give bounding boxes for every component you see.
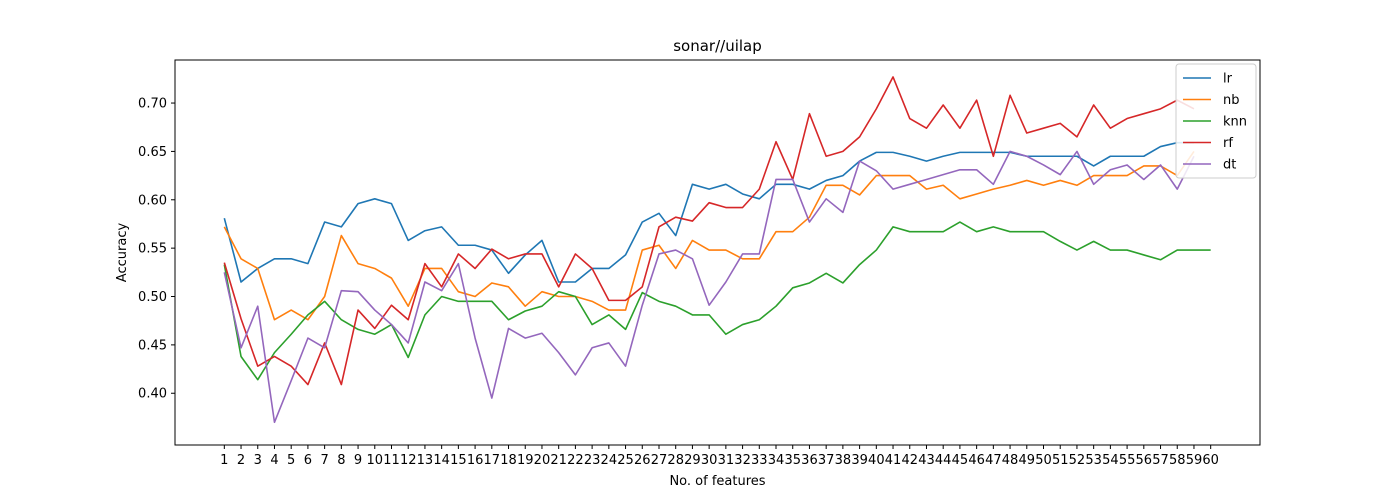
x-tick-label: 23 [584,453,601,468]
x-tick-label: 11 [383,453,400,468]
x-tick-label: 60 [1202,453,1219,468]
y-axis-title: Accuracy [115,223,130,283]
x-tick-label: 42 [901,453,918,468]
x-tick-label: 59 [1186,453,1203,468]
x-tick-label: 10 [367,453,384,468]
x-tick-label: 43 [918,453,935,468]
legend-label-dt: dt [1223,158,1236,173]
x-axis-title: No. of features [669,474,765,489]
x-tick-label: 19 [517,453,534,468]
x-tick-label: 8 [337,453,345,468]
legend: lr nb knn rf dt [1175,63,1257,179]
y-tick-label: 0.40 [138,387,167,402]
plot-lines [223,76,1211,424]
x-tick-label: 17 [484,453,501,468]
series-line-dt [223,150,1195,424]
legend-label-knn: knn [1223,115,1247,130]
x-tick-label: 3 [254,453,262,468]
x-tick-label: 9 [354,453,362,468]
x-tick-label: 46 [968,453,985,468]
x-tick-label: 13 [417,453,434,468]
x-tick-label: 34 [768,453,785,468]
legend-label-nb: nb [1223,93,1240,108]
y-tick-label: 0.45 [138,338,167,353]
x-tick-label: 16 [467,453,484,468]
y-tick-label: 0.65 [138,145,167,160]
x-tick-label: 39 [851,453,868,468]
x-tick-label: 7 [320,453,328,468]
y-axis: 0.40 0.45 0.50 0.55 0.60 0.65 0.70 [138,97,175,402]
x-tick-label: 2 [237,453,245,468]
x-tick-label: 5 [287,453,295,468]
x-tick-label: 27 [651,453,668,468]
x-tick-label: 44 [935,453,952,468]
x-tick-label: 15 [450,453,467,468]
x-tick-label: 26 [634,453,651,468]
legend-label-rf: rf [1223,136,1233,151]
series-line-knn [223,221,1211,381]
x-tick-label: 30 [701,453,718,468]
x-tick-label: 6 [304,453,312,468]
x-tick-label: 49 [1019,453,1036,468]
x-tick-label: 54 [1102,453,1119,468]
x-tick-label: 53 [1085,453,1102,468]
chart-title: sonar//uilap [673,37,762,55]
y-tick-label: 0.55 [138,242,167,257]
x-tick-label: 52 [1069,453,1086,468]
x-tick-label: 22 [567,453,584,468]
x-tick-label: 28 [667,453,684,468]
x-tick-label: 21 [550,453,567,468]
axes-frame [174,59,1261,446]
x-tick-label: 41 [885,453,902,468]
x-tick-label: 56 [1136,453,1153,468]
y-tick-label: 0.60 [138,193,167,208]
x-tick-label: 31 [718,453,735,468]
x-tick-label: 38 [835,453,852,468]
series-line-nb [223,150,1195,321]
x-tick-label: 47 [985,453,1002,468]
y-tick-label: 0.50 [138,290,167,305]
y-tick-label: 0.70 [138,97,167,112]
x-axis: 1 2 3 4 5 6 7 8 9 10 11 12 13 14 15 16 17 18 19 20 21 22 23 24 2… [220,445,1219,468]
x-tick-label: 50 [1035,453,1052,468]
x-tick-label: 51 [1052,453,1069,468]
x-tick-label: 33 [751,453,768,468]
x-tick-label: 57 [1152,453,1169,468]
x-tick-label: 40 [868,453,885,468]
x-tick-label: 14 [433,453,450,468]
series-line-rf [223,76,1195,386]
x-tick-label: 58 [1169,453,1186,468]
legend-label-lr: lr [1223,72,1233,87]
x-tick-label: 24 [601,453,618,468]
x-tick-label: 32 [734,453,751,468]
x-tick-label: 45 [952,453,969,468]
x-tick-label: 37 [818,453,835,468]
x-tick-label: 20 [534,453,551,468]
series-line-lr [223,141,1194,283]
x-tick-label: 1 [220,453,228,468]
legend-box [1175,63,1257,179]
x-tick-label: 25 [617,453,634,468]
x-tick-label: 4 [270,453,278,468]
x-tick-label: 48 [1002,453,1019,468]
x-tick-label: 12 [400,453,417,468]
x-tick-label: 29 [684,453,701,468]
x-tick-label: 55 [1119,453,1136,468]
x-tick-label: 35 [784,453,801,468]
x-tick-label: 36 [801,453,818,468]
x-tick-label: 18 [500,453,517,468]
